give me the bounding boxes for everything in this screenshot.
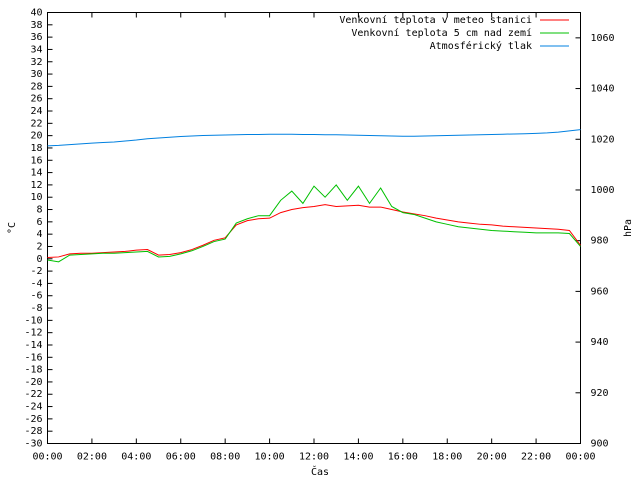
legend-label: Venkovní teplota v meteo stanici	[339, 14, 532, 26]
y-tick-label: 24	[30, 106, 42, 117]
y-tick-label: 32	[30, 57, 42, 68]
series-line	[47, 184, 581, 263]
y2-tick-label: 980	[591, 236, 609, 247]
y-tick-label: -28	[24, 426, 42, 437]
y-tick-label: -26	[24, 414, 42, 425]
y2-tick-label: 1060	[591, 33, 615, 44]
x-tick-label: 10:00	[255, 452, 285, 463]
y-axis-label: °C	[7, 222, 18, 234]
y2-tick-label: 900	[591, 439, 609, 450]
y-tick-label: 22	[30, 118, 42, 129]
y-tick-label: 20	[30, 131, 42, 142]
legend-label: Atmosférický tlak	[430, 40, 532, 52]
y-tick-label: 2	[36, 241, 42, 252]
y-tick-label: 36	[30, 32, 42, 43]
y-tick-label: 16	[30, 155, 42, 166]
x-tick-label: 00:00	[32, 452, 62, 463]
y-tick-label: -4	[30, 278, 42, 289]
y-tick-label: 38	[30, 20, 42, 31]
y-tick-label: -12	[24, 328, 42, 339]
x-tick-label: 16:00	[388, 452, 418, 463]
y-tick-label: 14	[30, 168, 42, 179]
x-tick-label: 22:00	[521, 452, 551, 463]
x-tick-label: 20:00	[477, 452, 507, 463]
y-tick-label: -16	[24, 352, 42, 363]
y-tick-label: -2	[30, 266, 42, 277]
y-tick-label: 26	[30, 94, 42, 105]
y-tick-label: 12	[30, 180, 42, 191]
y2-tick-label: 1000	[591, 185, 615, 196]
y-tick-label: 40	[30, 8, 42, 19]
y-tick-label: -14	[24, 340, 42, 351]
y-tick-label: 28	[30, 81, 42, 92]
x-tick-label: 00:00	[565, 452, 595, 463]
y2-tick-label: 960	[591, 286, 609, 297]
y-tick-label: 18	[30, 143, 42, 154]
y-tick-label: 8	[36, 205, 42, 216]
x-axis-label: Čas	[311, 465, 329, 478]
y-tick-label: -6	[30, 291, 42, 302]
y-tick-label: -22	[24, 389, 42, 400]
x-tick-label: 08:00	[210, 452, 240, 463]
y2-tick-label: 1020	[591, 134, 615, 145]
y2-tick-label: 1040	[591, 84, 615, 95]
y-tick-label: 4	[36, 229, 42, 240]
x-tick-label: 02:00	[77, 452, 107, 463]
y-tick-label: 10	[30, 192, 42, 203]
legend-label: Venkovní teplota 5 cm nad zemí	[351, 27, 532, 39]
y-tick-label: 6	[36, 217, 42, 228]
y-tick-label: -30	[24, 439, 42, 450]
y-tick-label: -10	[24, 315, 42, 326]
series-line	[47, 129, 581, 147]
y2-axis-label: hPa	[623, 219, 634, 237]
x-tick-label: 12:00	[299, 452, 329, 463]
x-tick-label: 06:00	[166, 452, 196, 463]
y-tick-label: 30	[30, 69, 42, 80]
x-tick-label: 14:00	[343, 452, 373, 463]
series-line	[47, 204, 581, 259]
y2-tick-label: 940	[591, 337, 609, 348]
y-tick-label: -8	[30, 303, 42, 314]
y-tick-label: -24	[24, 402, 42, 413]
y-tick-label: -20	[24, 377, 42, 388]
plot-border	[47, 12, 581, 444]
x-tick-label: 04:00	[121, 452, 151, 463]
y-tick-label: 34	[30, 44, 42, 55]
x-tick-label: 18:00	[432, 452, 462, 463]
y-tick-label: 0	[36, 254, 42, 265]
y2-tick-label: 920	[591, 388, 609, 399]
y-tick-label: -18	[24, 365, 42, 376]
